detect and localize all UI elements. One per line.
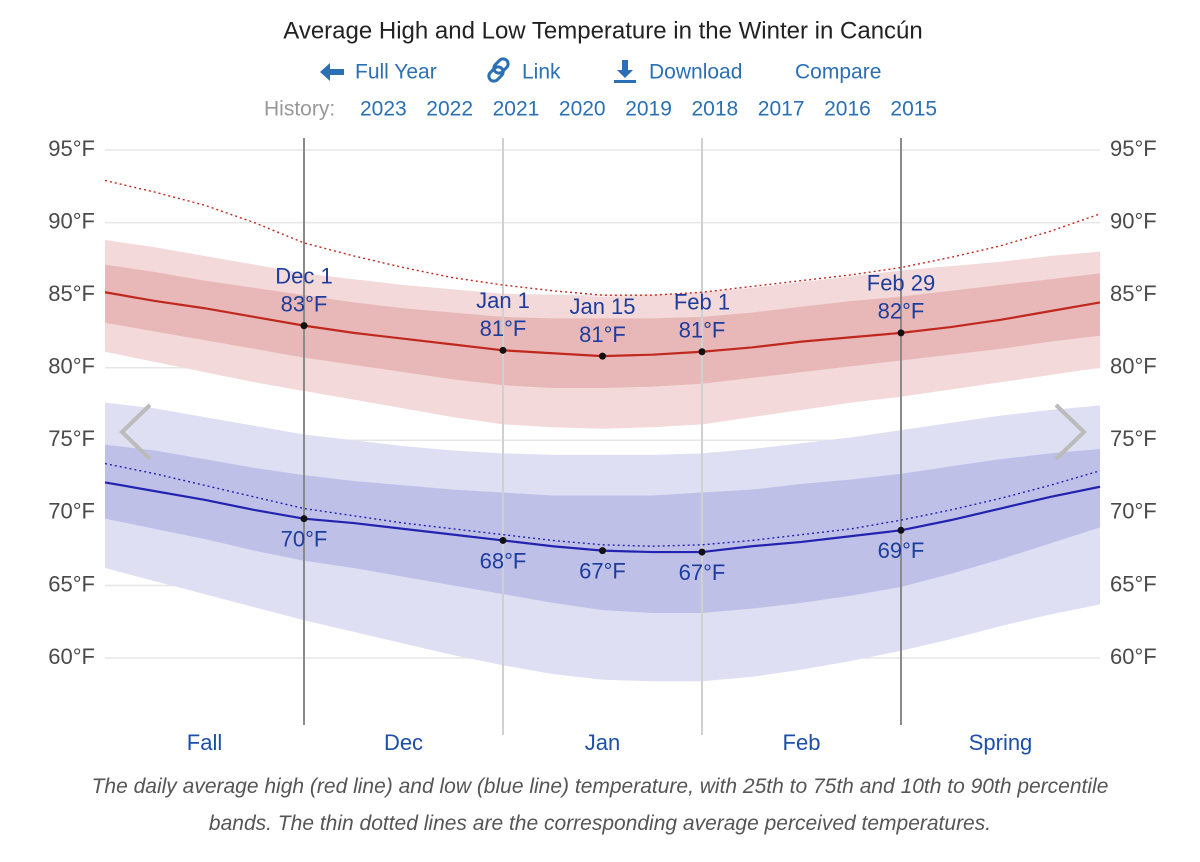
data-point xyxy=(698,548,706,556)
date-label: Feb 29 xyxy=(867,271,936,296)
value-label: 82°F xyxy=(878,299,925,324)
history-year[interactable]: 2023 xyxy=(360,98,407,121)
date-label: Dec 1 xyxy=(275,263,332,288)
x-section-label: Jan xyxy=(585,730,620,755)
value-label: 67°F xyxy=(579,558,626,583)
history-year[interactable]: 2020 xyxy=(559,98,606,121)
nav-link[interactable]: Link xyxy=(522,61,561,84)
y2-tick-label: 60°F xyxy=(1110,644,1157,669)
y-tick-label: 75°F xyxy=(48,426,95,451)
caption: The daily average high (red line) and lo… xyxy=(91,775,1109,835)
value-label: 81°F xyxy=(480,316,527,341)
y2-tick-label: 85°F xyxy=(1110,281,1157,306)
history-year[interactable]: 2016 xyxy=(824,98,871,121)
next-arrow[interactable] xyxy=(1054,403,1087,461)
y-tick-label: 70°F xyxy=(48,499,95,524)
x-section-label: Dec xyxy=(384,730,423,755)
data-point xyxy=(499,536,507,544)
y-tick-label: 85°F xyxy=(48,281,95,306)
data-point xyxy=(300,515,308,523)
history-year[interactable]: 2017 xyxy=(758,98,805,121)
chart-title: Average High and Low Temperature in the … xyxy=(283,17,922,44)
history-year[interactable]: 2021 xyxy=(493,98,540,121)
y-tick-label: 90°F xyxy=(48,208,95,233)
download-icon[interactable] xyxy=(614,60,636,83)
y-tick-label: 80°F xyxy=(48,354,95,379)
y2-tick-label: 80°F xyxy=(1110,354,1157,379)
data-point xyxy=(599,352,606,360)
value-label: 81°F xyxy=(579,322,626,347)
y2-tick-label: 70°F xyxy=(1110,499,1157,524)
history-year[interactable]: 2015 xyxy=(890,98,937,121)
y2-tick-label: 90°F xyxy=(1110,208,1157,233)
nav-link[interactable]: Full Year xyxy=(355,61,437,84)
value-label: 70°F xyxy=(281,526,328,551)
link-icon[interactable] xyxy=(487,57,510,83)
plot-area: 60°F 60°F 65°F 65°F 70°F 70°F 75°F 75°F 80°F 80°F… xyxy=(48,136,1156,755)
data-point xyxy=(897,526,905,534)
percentile-band xyxy=(105,444,1100,614)
date-label: Feb 1 xyxy=(674,290,730,315)
month-lines xyxy=(303,138,902,735)
y-tick-label: 60°F xyxy=(48,644,95,669)
history-year[interactable]: 2018 xyxy=(692,98,739,121)
perceived-line xyxy=(104,179,1101,296)
bands xyxy=(105,240,1100,682)
y2-tick-label: 95°F xyxy=(1110,136,1157,161)
value-label: 67°F xyxy=(679,560,726,585)
arrow-icon[interactable] xyxy=(320,63,344,81)
history-label: History: xyxy=(264,98,335,121)
data-point xyxy=(599,547,606,555)
percentile-band xyxy=(105,264,1100,389)
data-point xyxy=(499,346,507,354)
x-section-label: Spring xyxy=(969,730,1033,755)
y2-tick-label: 65°F xyxy=(1110,571,1157,596)
nav-link[interactable]: Download xyxy=(649,61,742,84)
data-point xyxy=(698,348,706,356)
data-point xyxy=(300,322,308,330)
value-label: 81°F xyxy=(679,318,726,343)
history-year[interactable]: 2019 xyxy=(625,98,672,121)
value-label: 83°F xyxy=(281,291,328,316)
history-years: 2023 2022 2021 2020 2019 2018 2017 2016 2015 xyxy=(360,98,937,121)
prev-arrow[interactable] xyxy=(119,403,152,461)
date-label: Jan 1 xyxy=(476,288,530,313)
x-section-label: Fall xyxy=(187,730,222,755)
y2-tick-label: 75°F xyxy=(1110,426,1157,451)
value-label: 69°F xyxy=(878,538,925,563)
labels: 60°F 60°F 65°F 65°F 70°F 70°F 75°F 75°F 80°F 80°F… xyxy=(48,136,1156,755)
value-label: 68°F xyxy=(480,548,527,573)
points xyxy=(300,322,905,556)
nav-link[interactable]: Compare xyxy=(795,61,881,84)
history-year[interactable]: 2022 xyxy=(426,98,473,121)
data-point xyxy=(897,329,905,337)
x-section-label: Feb xyxy=(783,730,821,755)
date-label: Jan 15 xyxy=(569,294,635,319)
y-tick-label: 95°F xyxy=(48,136,95,161)
y-tick-label: 65°F xyxy=(48,571,95,596)
